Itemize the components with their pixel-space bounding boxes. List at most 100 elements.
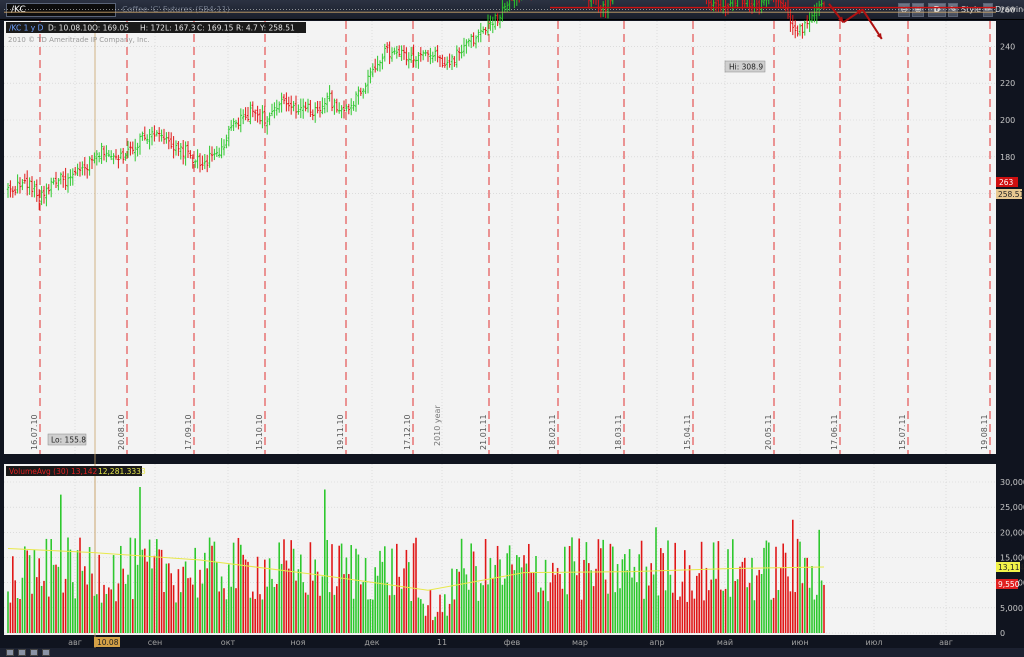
ohlc-bar <box>93 152 96 164</box>
ohlc-bar <box>114 149 118 160</box>
ohlc-bar <box>388 41 391 65</box>
ohlc-bar <box>489 15 492 31</box>
ohlc-bar <box>66 173 70 193</box>
ohlc-bar <box>126 140 130 158</box>
hi-label-bg <box>724 60 766 73</box>
ohlc-bar <box>458 47 461 61</box>
ohlc-bar <box>244 107 247 121</box>
ohlc-bar <box>393 47 396 55</box>
ohlc-bar <box>208 145 211 168</box>
ohlc-bar <box>234 119 238 128</box>
ohlc-bar <box>756 0 758 12</box>
ohlc-bar <box>256 105 259 123</box>
ohlc-bar <box>160 129 163 142</box>
ohlc-bar <box>292 101 295 112</box>
ohlc-bar <box>412 44 415 68</box>
cursor-price-value: 258.51 <box>998 190 1024 199</box>
ohlc-bar <box>398 45 401 57</box>
ohlc-bar <box>741 0 744 10</box>
ohlc-bar <box>374 58 377 73</box>
ohlc-bar <box>105 145 108 163</box>
ohlc-bar <box>722 0 725 14</box>
zoom-out-icon[interactable]: ⊖ <box>898 3 910 17</box>
expiration-date-label: 18.02.11 <box>548 414 557 450</box>
ohlc-bar <box>21 179 24 191</box>
ohlc-bar <box>436 45 439 63</box>
ohlc-bar <box>376 55 379 72</box>
ohlc-bar <box>431 51 434 63</box>
volume-axis-label: 30,000 <box>1000 478 1024 487</box>
drawing-button[interactable]: Drawing <box>995 5 1024 14</box>
ohlc-bar <box>491 16 494 34</box>
ohlc-bar <box>712 0 715 12</box>
zoom-in-icon[interactable]: ⊕ <box>912 3 924 17</box>
ohlc-bar <box>362 88 365 99</box>
ohlc-bar <box>438 55 442 67</box>
ohlc-bar <box>357 86 360 105</box>
ohlc-bar <box>602 1 605 17</box>
bar-low: L: 167.3 <box>165 24 196 33</box>
ohlc-bar <box>758 0 761 15</box>
ohlc-bar <box>422 50 425 61</box>
ohlc-bar <box>230 119 233 131</box>
ohlc-bar <box>775 0 778 8</box>
ohlc-bar <box>174 140 178 156</box>
cursor-date: 10.08 <box>97 638 119 647</box>
ohlc-bar <box>501 0 504 22</box>
ohlc-bar <box>57 178 60 191</box>
period-d-button[interactable]: D <box>928 3 946 17</box>
ohlc-bar <box>95 150 98 166</box>
cursor-y: Y: 258.51 <box>259 24 295 33</box>
ohlc-bar <box>419 47 422 62</box>
ohlc-bar <box>743 0 746 8</box>
ohlc-bar <box>59 172 62 185</box>
ohlc-bar <box>446 56 449 70</box>
ohlc-bar <box>189 150 192 159</box>
ohlc-bar <box>486 14 490 36</box>
ohlc-bar <box>789 9 792 32</box>
price-axis-label: 220 <box>1000 79 1015 88</box>
ohlc-bar <box>426 49 430 62</box>
ohlc-bar <box>516 0 518 6</box>
ohlc-bar <box>287 96 290 112</box>
ohlc-bar <box>434 46 437 62</box>
scroll-right-icon[interactable] <box>30 649 38 656</box>
price-axis-label: 260 <box>1000 5 1015 14</box>
ohlc-bar <box>218 147 221 158</box>
month-label: дек <box>364 638 379 647</box>
ohlc-bar <box>717 0 720 13</box>
ohlc-bar <box>333 98 336 115</box>
ohlc-bar <box>81 161 84 176</box>
ohlc-bar <box>227 125 230 147</box>
ohlc-bar <box>364 82 367 94</box>
expiration-date-label: 15.07.11 <box>898 414 907 450</box>
ohlc-bar <box>237 117 240 130</box>
ohlc-bar <box>18 177 22 194</box>
ohlc-bar <box>734 0 737 8</box>
ohlc-bar <box>338 102 341 114</box>
zoom-icon[interactable] <box>18 649 26 656</box>
ohlc-bar <box>172 136 175 159</box>
expiration-date-label: 17.09.10 <box>184 414 193 450</box>
ohlc-bar <box>588 0 590 9</box>
symbol-input[interactable]: /KC <box>6 3 116 17</box>
ohlc-bar <box>407 52 410 69</box>
ohlc-bar <box>511 0 513 1</box>
volume-axis-label: 20,000 <box>1000 528 1024 537</box>
settings-icon[interactable] <box>42 649 50 656</box>
ohlc-bar <box>246 106 250 122</box>
ohlc-bar <box>155 130 158 137</box>
ohlc-bar <box>498 14 502 29</box>
ohlc-bar <box>453 56 456 67</box>
ohlc-bar <box>381 53 384 70</box>
ohlc-bar <box>179 142 182 160</box>
drawing-icon[interactable]: ✏ <box>983 3 993 17</box>
ohlc-bar <box>450 54 454 70</box>
ohlc-bar <box>314 102 317 123</box>
ohlc-bar <box>808 11 811 33</box>
ohlc-bar <box>342 100 346 119</box>
style-button[interactable]: Style <box>961 5 982 14</box>
scroll-left-icon[interactable] <box>6 649 14 656</box>
last-price-value: 263 <box>999 178 1014 187</box>
